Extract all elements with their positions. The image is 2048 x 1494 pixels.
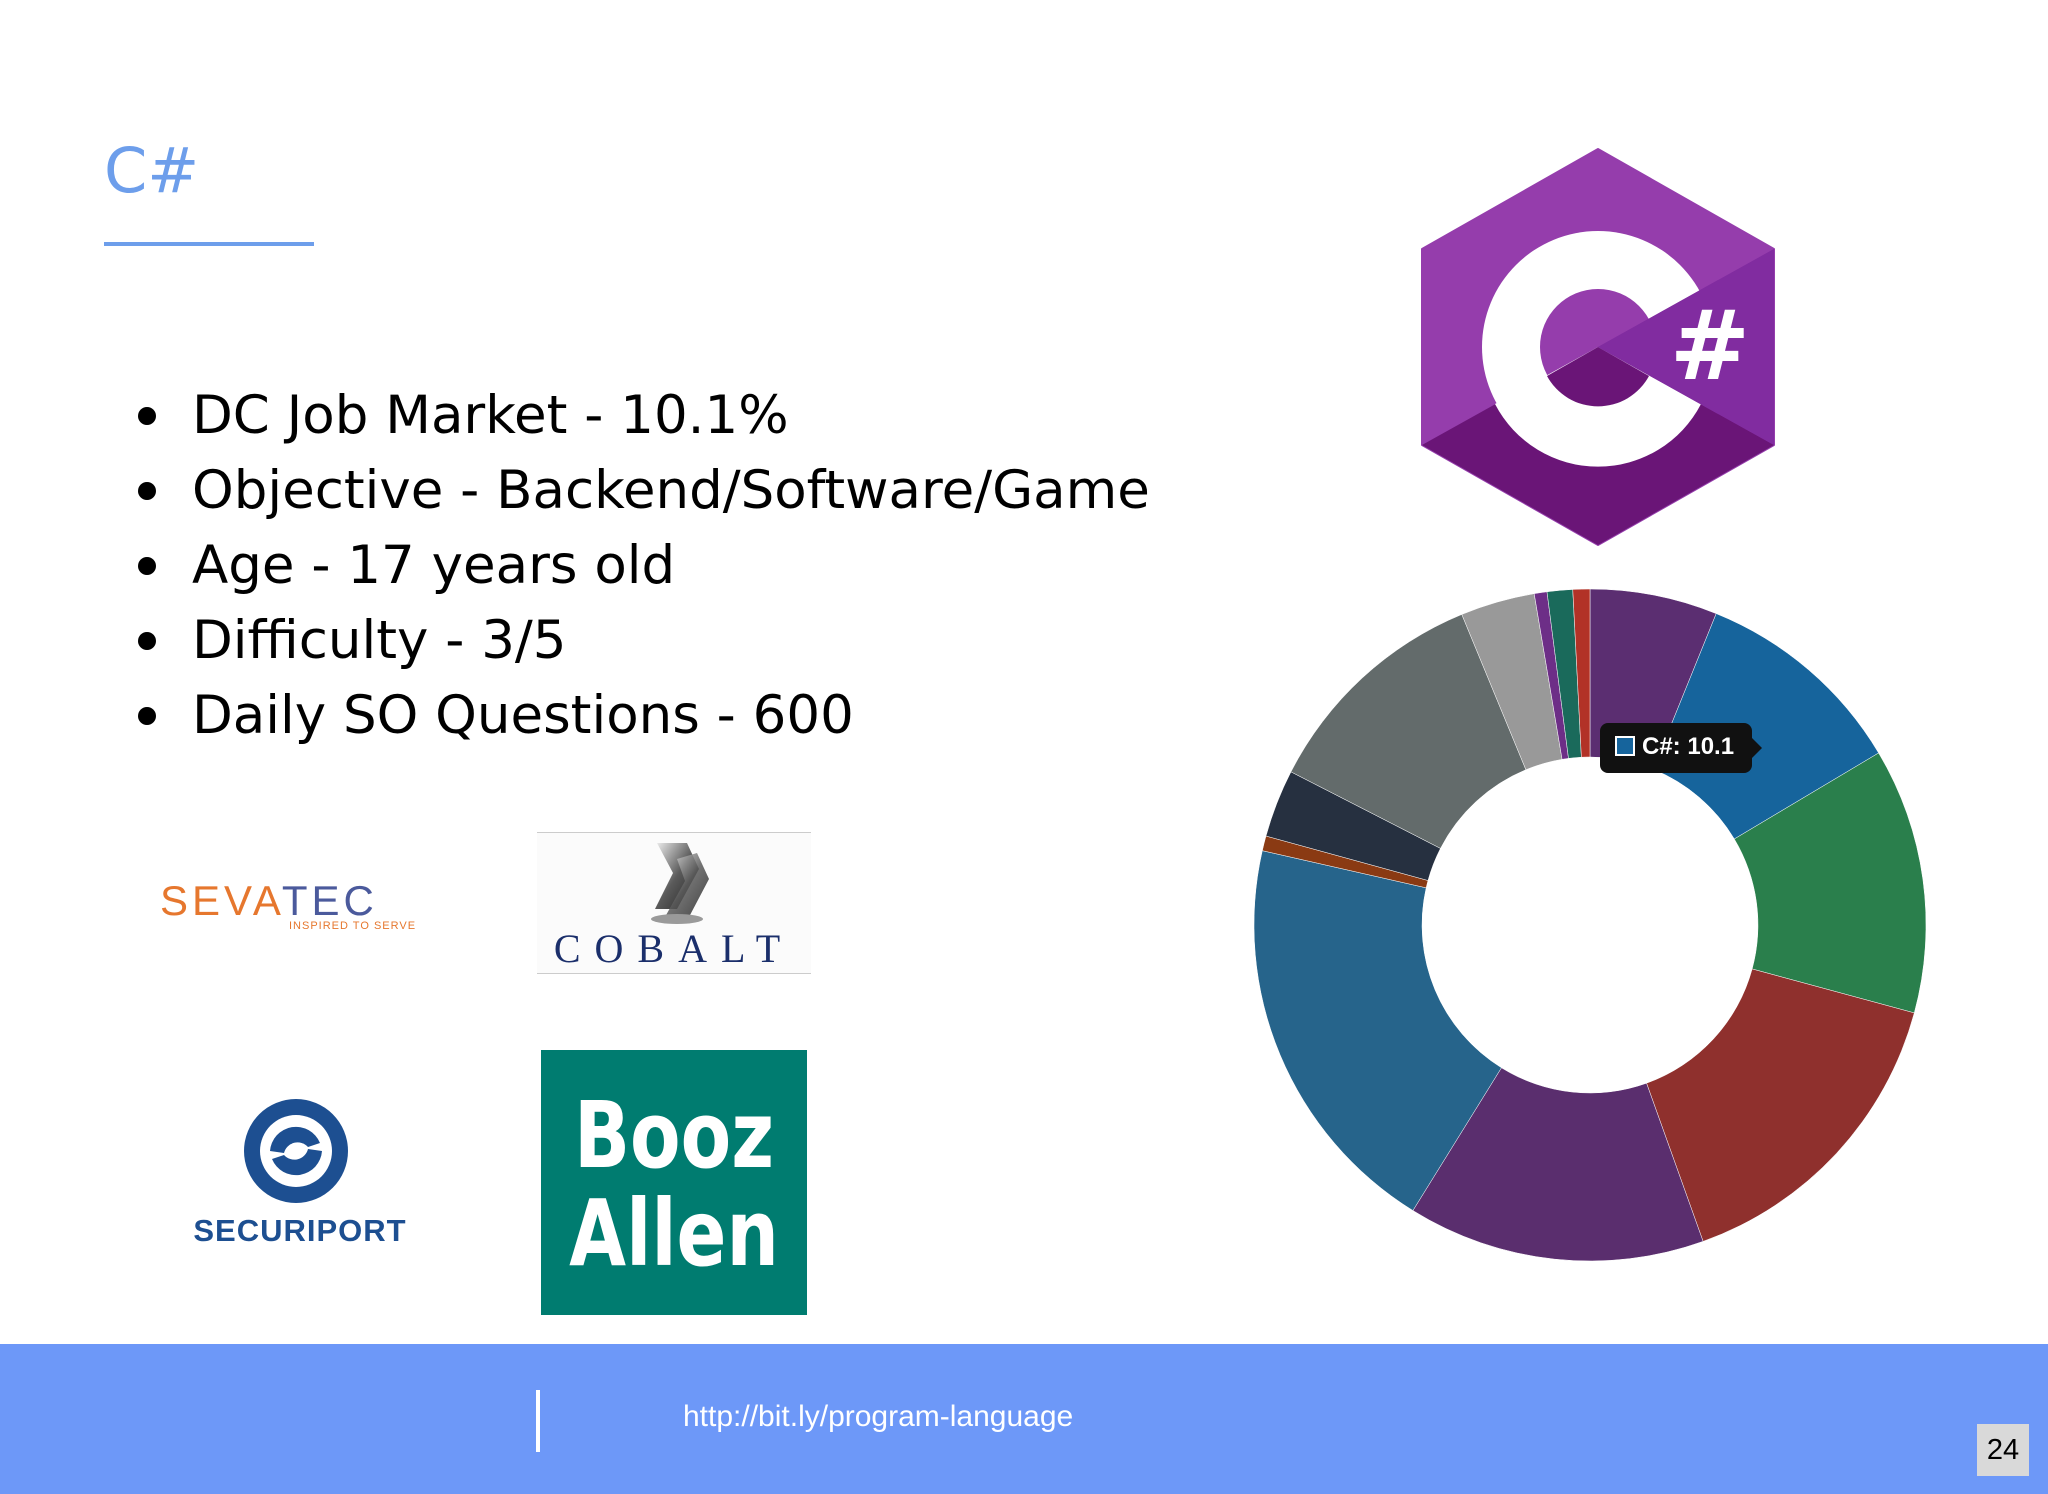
chart-tooltip: C#: 10.1 (1600, 723, 1762, 773)
sevatec-wordmark-part2: TEC (281, 877, 378, 924)
donut-chart (1253, 588, 1927, 1262)
bullet-dot (138, 482, 156, 500)
booz-allen-logo: Booz Allen (541, 1050, 807, 1315)
donut-slice[interactable] (1646, 968, 1915, 1242)
bullet-text: Age - 17 years old (192, 535, 676, 596)
bullet-dot (138, 707, 156, 725)
booz-allen-wordmark-line2: Allen (569, 1180, 779, 1287)
sevatec-wordmark: SEVATEC (160, 880, 378, 922)
bullet-dot (138, 632, 156, 650)
bullet-list: DC Job Market - 10.1% Objective - Backen… (130, 378, 1150, 753)
sevatec-logo: SEVATEC INSPIRED TO SERVE (155, 880, 425, 940)
securiport-emblem-icon (244, 1099, 348, 1203)
tooltip-label: C#: 10.1 (1642, 733, 1735, 760)
bullet-text: DC Job Market - 10.1% (192, 385, 789, 446)
footer-divider (536, 1390, 540, 1452)
securiport-wordmark: SECURIPORT (193, 1213, 407, 1248)
csharp-logo-icon: # (1421, 148, 1775, 546)
bullet-dot (138, 407, 156, 425)
donut-slice[interactable] (1733, 752, 1927, 1014)
securiport-logo: SECURIPORT (160, 1095, 440, 1255)
footer-bar: http://bit.ly/program-language (0, 1344, 2048, 1494)
bullet-item: Difficulty - 3/5 (130, 603, 1150, 678)
cobalt-wordmark: COBALT (553, 926, 795, 971)
page-number: 24 (1977, 1424, 2029, 1476)
donut-slice[interactable] (1412, 1067, 1704, 1262)
donut-slice[interactable] (1290, 614, 1527, 849)
csharp-symbol: # (1670, 290, 1750, 402)
footer-link[interactable]: http://bit.ly/program-language (683, 1400, 1074, 1433)
bullet-dot (138, 557, 156, 575)
slide-title: C# (104, 134, 200, 207)
cobalt-emblem-icon (651, 843, 709, 924)
sevatec-tagline: INSPIRED TO SERVE (289, 920, 417, 932)
donut-slice[interactable] (1572, 588, 1591, 758)
bullet-item: Objective - Backend/Software/Game (130, 453, 1150, 528)
bullet-text: Difficulty - 3/5 (192, 610, 567, 671)
cobalt-logo: COBALT (537, 832, 811, 974)
bullet-item: DC Job Market - 10.1% (130, 378, 1150, 453)
bullet-text: Daily SO Questions - 600 (192, 685, 854, 746)
donut-slice[interactable] (1253, 850, 1502, 1211)
bullet-text: Objective - Backend/Software/Game (192, 460, 1150, 521)
sevatec-wordmark-part1: SEVA (160, 877, 282, 924)
title-underline (104, 242, 314, 246)
tooltip-color-swatch (1615, 736, 1635, 756)
bullet-item: Age - 17 years old (130, 528, 1150, 603)
booz-allen-wordmark-line1: Booz (573, 1082, 775, 1189)
bullet-item: Daily SO Questions - 600 (130, 678, 1150, 753)
